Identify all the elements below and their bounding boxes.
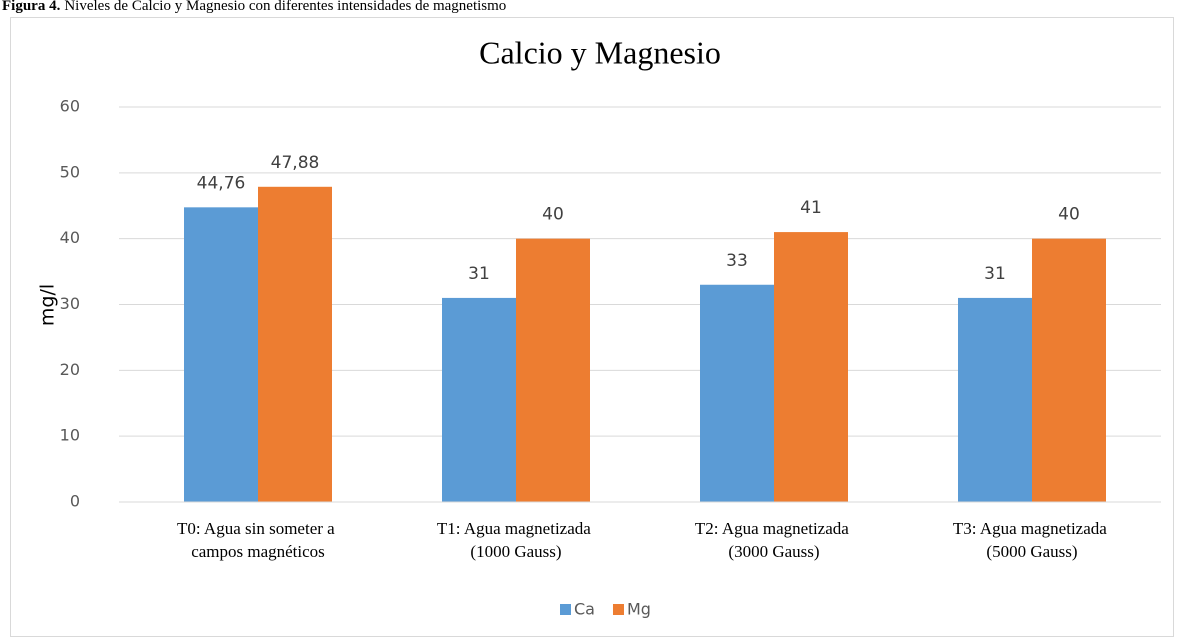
data-label: 33 xyxy=(726,251,748,271)
data-label: 41 xyxy=(800,198,822,218)
y-tick-label: 10 xyxy=(60,426,80,445)
bar xyxy=(258,186,332,503)
legend-swatch xyxy=(560,604,571,615)
bar xyxy=(184,207,258,502)
data-label: 40 xyxy=(542,205,564,225)
bar xyxy=(958,297,1032,502)
caption-label: Figura 4. xyxy=(2,0,61,14)
data-label: 44,76 xyxy=(197,173,246,193)
y-tick-label: 30 xyxy=(60,294,80,313)
legend-swatch xyxy=(612,604,624,615)
y-tick-label: 50 xyxy=(60,162,80,181)
x-tick-label-line: (1000 Gauss) xyxy=(470,542,561,561)
x-tick-label: T1: Agua magnetizada (1000 Gauss) xyxy=(437,519,595,561)
caption: Figura 4. Niveles de Calcio y Magnesio co… xyxy=(2,0,506,14)
caption-text: Niveles de Calcio y Magnesio con diferen… xyxy=(64,0,506,14)
y-tick-label: 40 xyxy=(60,228,80,247)
data-label: 47,88 xyxy=(271,153,320,173)
y-tick-label: 60 xyxy=(60,97,80,116)
y-tick-label: 0 xyxy=(70,492,80,511)
x-tick-label: T2: Agua magnetizada (3000 Gauss) xyxy=(695,519,853,561)
x-tick-label: T0: Agua sin someter a campos magnéticos xyxy=(177,519,339,561)
y-axis-label: mg/l xyxy=(37,284,59,326)
x-tick-label-line: T2: Agua magnetizada xyxy=(695,519,853,538)
x-tick-label-line: T0: Agua sin someter a xyxy=(177,519,339,538)
data-label: 31 xyxy=(468,264,490,284)
legend-label: Mg xyxy=(627,600,651,619)
x-tick-label-line: T1: Agua magnetizada xyxy=(437,519,595,538)
x-tick-label-line: (5000 Gauss) xyxy=(986,542,1077,561)
y-tick-label: 20 xyxy=(60,360,80,379)
bar xyxy=(1032,238,1106,502)
bar xyxy=(700,284,774,502)
bar xyxy=(774,232,848,503)
legend-label: Ca xyxy=(574,600,595,619)
x-tick-label-line: (3000 Gauss) xyxy=(728,542,819,561)
data-label: 31 xyxy=(984,264,1006,284)
chart-title: Calcio y Magnesio xyxy=(479,34,721,70)
x-tick-label-line: campos magnéticos xyxy=(191,542,325,561)
bar xyxy=(516,238,590,502)
x-tick-label-line: T3: Agua magnetizada xyxy=(953,519,1111,538)
bar xyxy=(442,297,516,502)
x-tick-label: T3: Agua magnetizada (5000 Gauss) xyxy=(953,519,1111,561)
data-label: 40 xyxy=(1058,205,1080,225)
